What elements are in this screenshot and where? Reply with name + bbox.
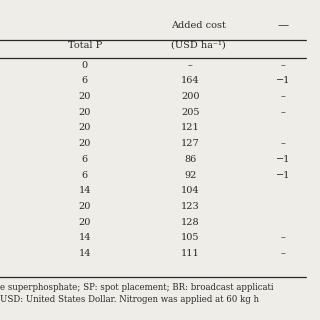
Text: 14: 14 [78,186,91,195]
Text: –: – [281,139,286,148]
Text: 20: 20 [79,202,91,211]
Text: —: — [278,20,289,31]
Text: −1: −1 [276,171,290,180]
Text: –: – [188,61,193,70]
Text: USD: United States Dollar. Nitrogen was applied at 60 kg h: USD: United States Dollar. Nitrogen was … [0,295,259,304]
Text: 6: 6 [82,171,88,180]
Text: 105: 105 [181,233,200,242]
Text: 14: 14 [78,249,91,258]
Text: 127: 127 [181,139,200,148]
Text: 20: 20 [79,92,91,101]
Text: 86: 86 [184,155,196,164]
Bar [307,0,320,320]
Text: e superphosphate; SP: spot placement; BR: broadcast applicati: e superphosphate; SP: spot placement; BR… [0,283,274,292]
Text: –: – [281,249,286,258]
Text: 0: 0 [82,61,88,70]
Text: 121: 121 [181,124,200,132]
Text: −1: −1 [276,155,290,164]
Text: –: – [281,61,286,70]
Text: 20: 20 [79,124,91,132]
Text: (USD ha⁻¹): (USD ha⁻¹) [171,41,226,50]
Text: 20: 20 [79,108,91,117]
Text: 6: 6 [82,155,88,164]
Text: 111: 111 [181,249,200,258]
Text: 164: 164 [181,76,200,85]
Text: 20: 20 [79,139,91,148]
Text: 123: 123 [181,202,200,211]
Text: 128: 128 [181,218,200,227]
Text: 200: 200 [181,92,200,101]
Text: 6: 6 [82,76,88,85]
Text: Added cost: Added cost [171,21,226,30]
Text: –: – [281,92,286,101]
Text: –: – [281,108,286,117]
Text: 205: 205 [181,108,200,117]
Text: 92: 92 [184,171,196,180]
Text: –: – [281,233,286,242]
Text: −1: −1 [276,76,290,85]
Text: Total P: Total P [68,41,102,50]
Text: 14: 14 [78,233,91,242]
Text: 104: 104 [181,186,200,195]
Text: 20: 20 [79,218,91,227]
